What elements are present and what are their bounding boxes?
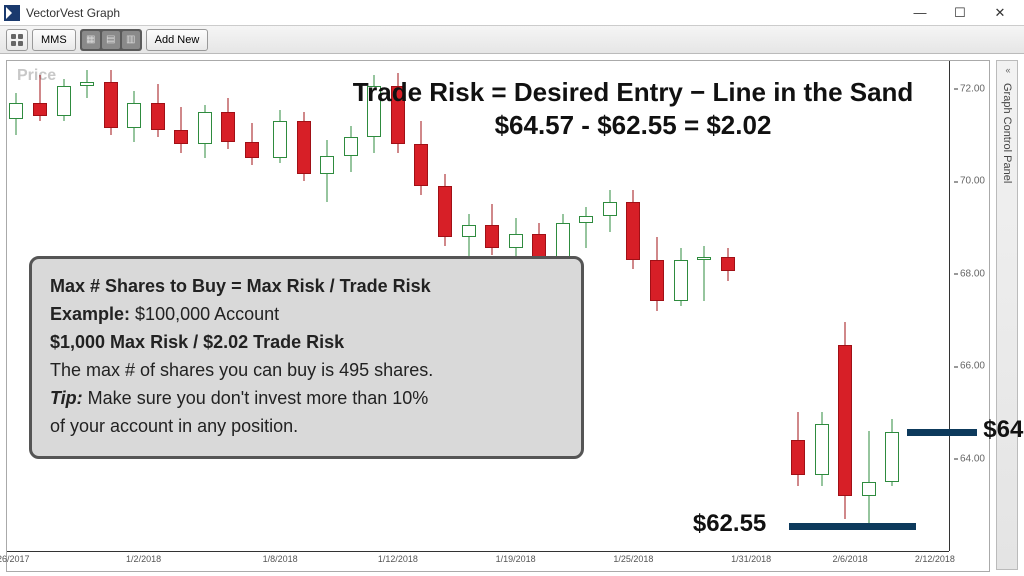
info-line4: The max # of shares you can buy is 495 s… xyxy=(50,357,563,383)
add-new-button[interactable]: Add New xyxy=(146,29,209,51)
toolbar-view-group: ▦ ▤ ▥ xyxy=(80,29,142,51)
headline-line2: $64.57 - $62.55 = $2.02 xyxy=(327,110,939,141)
headline-annotation: Trade Risk = Desired Entry − Line in the… xyxy=(327,77,939,141)
layout-grid-button[interactable] xyxy=(6,29,28,51)
info-line2: Example: $100,000 Account xyxy=(50,301,563,327)
y-axis: 64.0066.0068.0070.0072.00 xyxy=(949,61,989,551)
graph-control-panel-collapsed[interactable]: « Graph Control Panel xyxy=(996,60,1018,570)
chart-area[interactable]: Price 64.0066.0068.0070.0072.00 12/26/20… xyxy=(6,60,990,572)
mms-button[interactable]: MMS xyxy=(32,29,76,51)
stop-price-label: $62.55 xyxy=(693,510,766,538)
info-line6: of your account in any position. xyxy=(50,413,563,439)
window-titlebar: VectorVest Graph — ☐ ✕ xyxy=(0,0,1024,26)
info-line3: $1,000 Max Risk / $2.02 Trade Risk xyxy=(50,329,563,355)
window-title: VectorVest Graph xyxy=(26,6,900,20)
x-axis: 12/26/20171/2/20181/8/20181/12/20181/19/… xyxy=(7,551,949,571)
minimize-button[interactable]: — xyxy=(900,0,940,26)
view-option-3[interactable]: ▥ xyxy=(122,31,140,49)
entry-price-line xyxy=(907,429,978,436)
entry-price-label: $64.57 xyxy=(983,416,1024,444)
app-icon xyxy=(4,5,20,21)
toolbar: MMS ▦ ▤ ▥ Add New xyxy=(0,26,1024,54)
info-box: Max # Shares to Buy = Max Risk / Trade R… xyxy=(29,256,584,459)
headline-line1: Trade Risk = Desired Entry − Line in the… xyxy=(327,77,939,108)
maximize-button[interactable]: ☐ xyxy=(940,0,980,26)
stop-price-line xyxy=(789,523,916,530)
info-line1: Max # Shares to Buy = Max Risk / Trade R… xyxy=(50,273,563,299)
info-line5: Tip: Make sure you don't invest more tha… xyxy=(50,385,563,411)
side-panel-label: Graph Control Panel xyxy=(1001,83,1013,183)
grid-icon xyxy=(11,34,23,46)
expand-chevron-icon: « xyxy=(1005,65,1008,75)
view-option-1[interactable]: ▦ xyxy=(82,31,100,49)
view-option-2[interactable]: ▤ xyxy=(102,31,120,49)
close-button[interactable]: ✕ xyxy=(980,0,1020,26)
